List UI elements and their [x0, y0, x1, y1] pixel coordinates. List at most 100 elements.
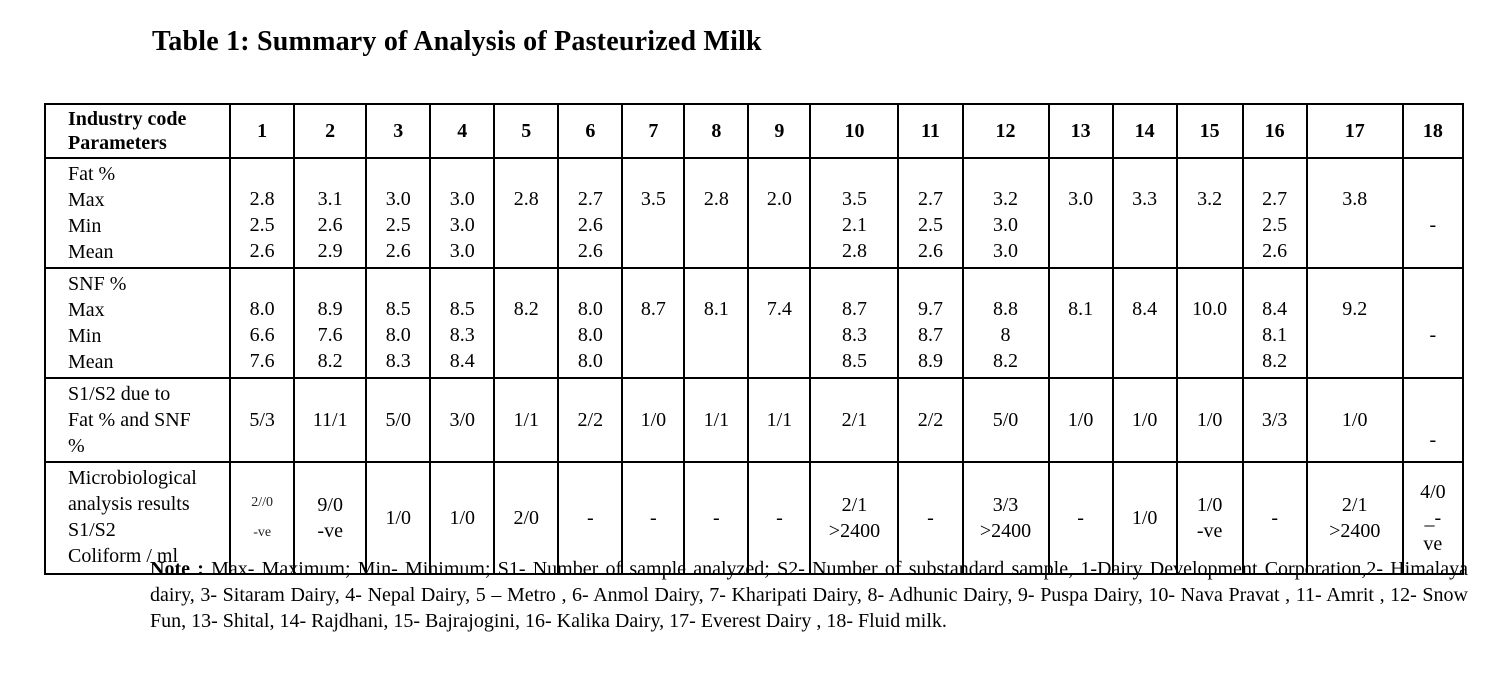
cell-s1s2-col10: 2/1 — [809, 377, 900, 463]
cell-s1s2-col6: 2/2 — [557, 377, 624, 463]
cell-value-line: 8.5 — [385, 298, 411, 320]
cell-value-line: 6.6 — [249, 324, 275, 346]
cell-value-line: 1/0 — [1067, 409, 1094, 431]
cell-value-line: 2/1 — [1341, 494, 1368, 516]
cell-value-line: 3.0 — [993, 214, 1019, 236]
cell-value-line: 3.5 — [640, 188, 666, 210]
cell-value-line — [1405, 296, 1461, 322]
cell-value-line: 2//0 — [251, 495, 274, 510]
cell-value-line: 3.8 — [1342, 188, 1368, 210]
cell-value-line: 1/0 — [1196, 409, 1223, 431]
cell-value-line: 9.7 — [917, 298, 943, 320]
cell-snf-col12: 8.8 8 8.2 — [961, 267, 1050, 379]
cell-value-line: 3.0 — [993, 240, 1019, 262]
cell-micro-col3: 1/0 — [365, 461, 432, 575]
row-label-snf: SNF % Max Min Mean — [43, 267, 232, 379]
row-label-line: Fat % and SNF — [68, 409, 191, 431]
cell-micro-col16: - — [1241, 461, 1308, 575]
cell-value-line: 2.1 — [841, 214, 867, 236]
cell-value-line: 3/0 — [449, 409, 476, 431]
cell-value-line: 1/0 — [385, 507, 411, 529]
cell-value-line: 8.4 — [1132, 298, 1158, 320]
cell-fat-col1: 2.8 2.5 2.6 — [229, 157, 296, 269]
row-label-line: % — [68, 435, 85, 457]
header-code-14: 14 — [1111, 103, 1178, 159]
cell-value-line: 1/0 — [1341, 409, 1368, 431]
cell-value-line: 1/0 — [1131, 409, 1158, 431]
cell-s1s2-col12: 5/0 — [961, 377, 1050, 463]
cell-value-line: 2.5 — [917, 214, 943, 236]
cell-micro-col8: - — [683, 461, 750, 575]
cell-value-line: 7.6 — [249, 350, 275, 372]
cell-s1s2-col17: 1/0 — [1305, 377, 1404, 463]
cell-snf-col5: 8.2 — [493, 267, 560, 379]
row-label-fat: Fat % Max Min Mean — [43, 157, 232, 269]
cell-value-line: 3.0 — [1068, 188, 1094, 210]
cell-value-line: - — [1429, 214, 1437, 236]
header-code-15: 15 — [1175, 103, 1244, 159]
cell-s1s2-col16: 3/3 — [1241, 377, 1308, 463]
row-label-line: SNF % — [68, 273, 127, 295]
cell-value-line: 2.6 — [317, 214, 343, 236]
cell-snf-col14: 8.4 — [1111, 267, 1178, 379]
cell-value-line: 1/1 — [766, 409, 793, 431]
cell-value-line: 2.7 — [917, 188, 943, 210]
cell-value-line: 8.4 — [449, 350, 475, 372]
cell-s1s2-col3: 5/0 — [365, 377, 432, 463]
cell-value-line: 2.6 — [917, 240, 943, 262]
table-row-snf: SNF % Max Min Mean 8.0 6.6 7.6 8.9 7.6 8.2 8.5 8.0 8… — [43, 267, 1465, 379]
cell-value-line: 2/0 — [513, 507, 540, 529]
table-row-micro: Microbiological analysis results S1/S2 Coli… — [43, 461, 1465, 575]
row-label-line: Min — [68, 325, 102, 347]
cell-value-line: 2.8 — [513, 188, 539, 210]
cell-fat-col9: 2.0 — [747, 157, 812, 269]
cell-micro-col2: 9/0 -ve — [293, 461, 368, 575]
header-code-18: 18 — [1401, 103, 1465, 159]
cell-micro-col5: 2/0 — [493, 461, 560, 575]
header-code-17: 17 — [1305, 103, 1404, 159]
header-code-2: 2 — [293, 103, 368, 159]
cell-value-line: 2.5 — [249, 214, 275, 236]
cell-micro-col12: 3/3 >2400 — [961, 461, 1050, 575]
cell-value-line: _- — [1424, 507, 1442, 529]
cell-value-line: 8.1 — [1262, 324, 1288, 346]
cell-value-line: -ve — [317, 520, 343, 542]
cell-fat-col14: 3.3 — [1111, 157, 1178, 269]
cell-fat-col16: 2.7 2.5 2.6 — [1241, 157, 1308, 269]
cell-value-line: 8.2 — [1262, 350, 1288, 372]
table-title: Table 1: Summary of Analysis of Pasteuri… — [152, 26, 762, 57]
cell-value-line: 3.3 — [1132, 188, 1158, 210]
cell-value-line: 3.0 — [449, 188, 475, 210]
cell-s1s2-col4: 3/0 — [429, 377, 496, 463]
cell-value-line: 8.8 — [993, 298, 1019, 320]
cell-value-line: 3.1 — [317, 188, 343, 210]
cell-value-line: 8.2 — [993, 350, 1019, 372]
row-label-line: Coliform / ml — [68, 545, 178, 567]
cell-value-line: 10.0 — [1192, 298, 1228, 320]
cell-value-line: 2.8 — [841, 240, 867, 262]
row-label-line: Min — [68, 215, 102, 237]
cell-value-line: ve — [1423, 533, 1443, 555]
row-label-s1s2: S1/S2 due to Fat % and SNF% — [43, 377, 232, 463]
cell-value-line: 2.5 — [385, 214, 411, 236]
row-label-micro: Microbiological analysis results S1/S2 Coli… — [43, 461, 232, 575]
cell-fat-col3: 3.0 2.5 2.6 — [365, 157, 432, 269]
cell-value-line: 3.5 — [841, 188, 867, 210]
cell-value-line: 11/1 — [312, 409, 348, 431]
header-label-line-2: Parameters — [68, 132, 167, 154]
cell-value-line: 8.7 — [640, 298, 666, 320]
cell-value-line: 2.7 — [577, 188, 603, 210]
cell-value-line: 8.9 — [317, 298, 343, 320]
cell-value-line: -ve — [1196, 520, 1223, 542]
cell-fat-col6: 2.7 2.6 2.6 — [557, 157, 624, 269]
cell-value-line: 8.5 — [449, 298, 475, 320]
cell-value-line: 3.0 — [449, 240, 475, 262]
cell-fat-col18: - — [1401, 157, 1465, 269]
cell-value-line: 5/0 — [992, 409, 1019, 431]
cell-s1s2-col18: - — [1401, 377, 1465, 463]
cell-snf-col7: 8.7 — [621, 267, 686, 379]
cell-fat-col11: 2.7 2.5 2.6 — [897, 157, 964, 269]
row-label-line: Fat % — [68, 163, 116, 185]
cell-value-line: 2.6 — [1262, 240, 1288, 262]
